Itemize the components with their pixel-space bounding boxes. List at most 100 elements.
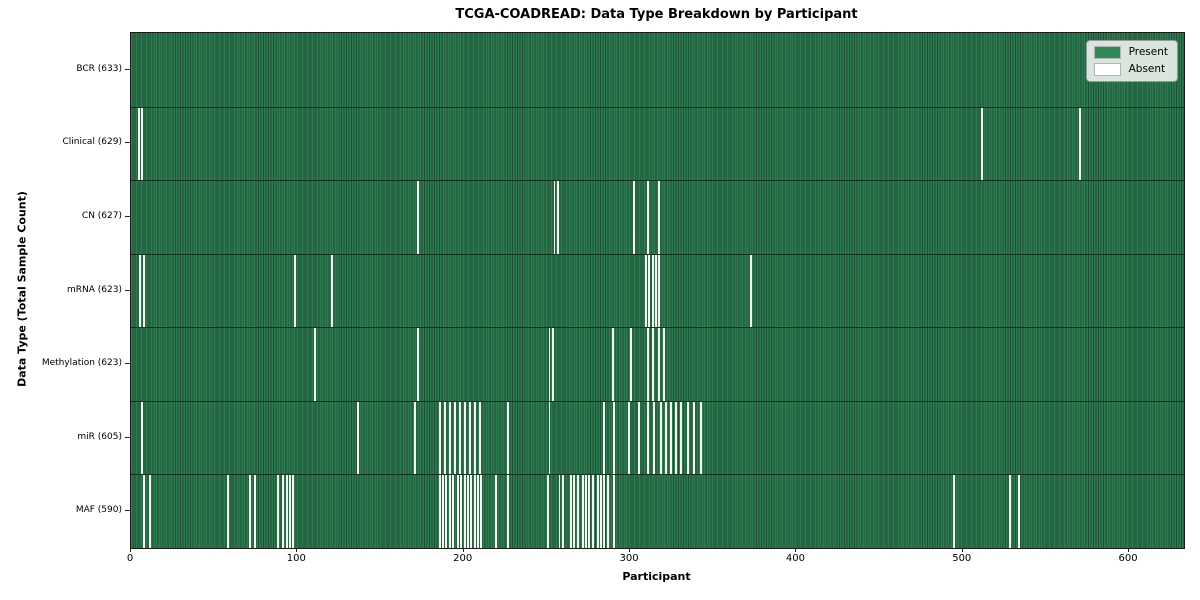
absent-stripe: [630, 328, 632, 401]
y-tick-label: MAF (590): [75, 505, 122, 516]
legend-label: Absent: [1128, 63, 1166, 75]
absent-stripe: [506, 475, 509, 548]
absent-stripe: [558, 475, 561, 548]
absent-stripe: [655, 254, 657, 328]
absent-stripe: [686, 401, 689, 475]
x-tick-label: 300: [619, 553, 639, 564]
heatmap-row-Clinical: [131, 106, 1184, 181]
y-tick-label: CN (627): [81, 210, 122, 221]
absent-stripe: [581, 475, 584, 548]
absent-stripe: [357, 401, 360, 475]
absent-stripe: [330, 254, 333, 328]
absent-stripe: [417, 328, 419, 401]
absent-stripe: [417, 181, 419, 254]
absent-stripe: [645, 254, 647, 328]
absent-stripe: [638, 401, 641, 475]
absent-stripe: [468, 401, 471, 475]
absent-stripe: [478, 401, 481, 475]
absent-stripe: [664, 401, 667, 475]
absent-stripe: [648, 254, 651, 328]
absent-stripe: [646, 181, 649, 254]
absent-stripe: [603, 475, 606, 548]
heatmap-row-BCR: [131, 33, 1184, 107]
y-tick-label: Methylation (623): [41, 358, 122, 369]
absent-stripe: [548, 401, 551, 475]
absent-stripe: [413, 401, 416, 475]
absent-stripe: [438, 475, 441, 548]
absent-stripe: [591, 475, 594, 548]
legend-label: Present: [1128, 46, 1168, 58]
absent-stripe: [651, 328, 654, 401]
absent-stripe: [139, 254, 142, 328]
heatmap-row-Methylation: [131, 327, 1184, 401]
absent-stripe: [458, 401, 461, 475]
absent-stripe: [137, 107, 140, 181]
legend: Present Absent: [1085, 40, 1178, 82]
y-tick-label: mRNA (623): [67, 284, 122, 295]
x-tick-mark: [795, 548, 797, 552]
heatmap-row-MAF: [131, 474, 1184, 548]
x-axis-title: Participant: [622, 570, 691, 583]
heatmap-row-CN: [131, 180, 1184, 254]
x-tick-label: 200: [453, 553, 473, 564]
x-tick-label: 400: [785, 553, 805, 564]
x-tick-mark: [130, 548, 131, 552]
absent-stripe: [556, 181, 559, 254]
absent-stripe: [448, 401, 451, 475]
absent-stripe: [467, 475, 469, 548]
absent-stripe: [613, 475, 616, 548]
absent-stripe: [506, 401, 509, 475]
y-tick-mark: [125, 215, 130, 217]
x-tick-label: 500: [952, 553, 972, 564]
absent-stripe: [611, 328, 614, 401]
absent-stripe: [553, 181, 556, 254]
absent-stripe: [140, 401, 143, 475]
absent-stripe: [463, 401, 466, 475]
x-tick-label: 600: [1118, 553, 1138, 564]
absent-stripe: [699, 401, 702, 475]
absent-stripe: [470, 475, 473, 548]
absent-stripe: [277, 475, 280, 548]
absent-stripe: [651, 254, 654, 328]
absent-stripe: [460, 475, 463, 548]
absent-stripe: [588, 475, 591, 548]
absent-stripe: [1017, 475, 1020, 548]
absent-stripe: [292, 475, 295, 548]
y-tick-label: miR (605): [77, 431, 122, 442]
absent-stripe: [149, 475, 152, 548]
absent-stripe: [663, 328, 666, 401]
absent-stripe: [658, 181, 661, 254]
y-tick-label: BCR (633): [76, 63, 122, 74]
legend-swatch-icon: [1093, 63, 1121, 76]
absent-stripe: [294, 254, 296, 328]
absent-stripe: [452, 475, 454, 548]
absent-stripe: [445, 475, 448, 548]
x-tick-mark: [629, 548, 631, 552]
absent-stripe: [659, 401, 662, 475]
absent-stripe: [477, 475, 479, 548]
absent-stripe: [679, 401, 682, 475]
absent-stripe: [1079, 107, 1082, 181]
x-tick-mark: [296, 548, 298, 552]
y-tick-mark: [125, 436, 130, 438]
chart-title: TCGA-COADREAD: Data Type Breakdown by Pa…: [455, 7, 858, 22]
absent-stripe: [633, 181, 636, 254]
absent-stripe: [551, 328, 554, 401]
absent-stripe: [495, 475, 498, 548]
absent-stripe: [480, 475, 483, 548]
absent-stripe: [613, 401, 616, 475]
absent-stripe: [628, 401, 631, 475]
absent-stripe: [600, 475, 602, 548]
absent-stripe: [658, 254, 661, 328]
x-tick-label: 0: [126, 553, 134, 564]
x-tick-mark: [961, 548, 963, 552]
legend-entry: Present: [1093, 46, 1168, 59]
absent-stripe: [254, 475, 256, 548]
absent-stripe: [546, 475, 549, 548]
y-tick-mark: [125, 68, 130, 70]
absent-stripe: [142, 254, 145, 328]
legend-entry: Absent: [1093, 63, 1168, 76]
y-tick-mark: [125, 510, 130, 512]
absent-stripe: [596, 475, 599, 548]
